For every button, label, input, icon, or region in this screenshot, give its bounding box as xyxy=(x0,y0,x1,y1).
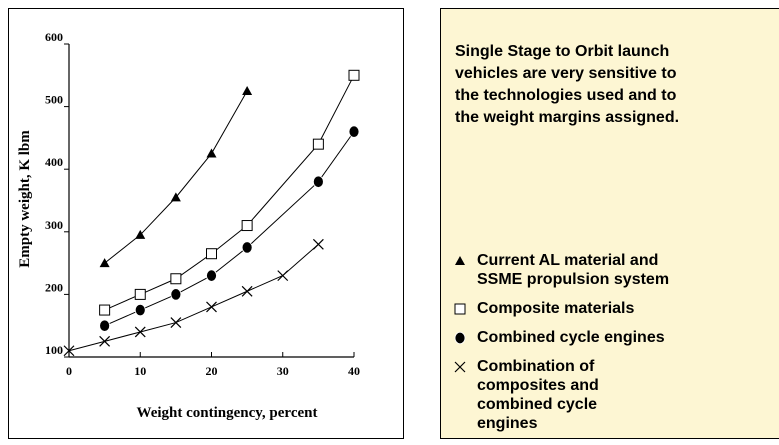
legend-label: Combined cycle engines xyxy=(477,329,665,346)
marker xyxy=(312,138,324,150)
marker xyxy=(170,273,182,285)
marker xyxy=(99,304,111,316)
annotation: Single Stage to Orbit launch vehicles ar… xyxy=(455,43,680,126)
x-tick-label: 0 xyxy=(66,364,72,378)
x-tick-label: 20 xyxy=(206,364,218,378)
legend-entry: Composite materials xyxy=(453,299,669,318)
marker xyxy=(170,192,181,202)
marker xyxy=(455,256,465,265)
x-axis-label: Weight contingency, percent xyxy=(137,405,318,421)
marker xyxy=(312,238,324,250)
legend-symbol xyxy=(454,303,466,315)
marker xyxy=(170,288,182,301)
legend-label: Composite materials xyxy=(477,300,635,317)
y-tick-label: 200 xyxy=(45,280,63,294)
legend-entry: Combination of composites and combined c… xyxy=(453,357,669,433)
marker xyxy=(99,319,111,332)
marker xyxy=(312,175,324,188)
legend-entry: Current AL material and SSME propulsion … xyxy=(453,251,669,289)
y-tick-label: 100 xyxy=(45,343,63,357)
series-line xyxy=(68,243,319,352)
marker xyxy=(134,288,146,300)
marker xyxy=(134,326,146,338)
marker xyxy=(206,148,217,158)
series-line xyxy=(104,75,355,311)
text-panel: Single Stage to Orbit launch vehicles ar… xyxy=(440,8,779,439)
marker xyxy=(454,331,466,345)
legend-symbol xyxy=(454,331,466,345)
marker xyxy=(206,269,217,282)
y-tick-label: 400 xyxy=(45,155,63,169)
series-line xyxy=(104,90,248,264)
chart: Empty weight, K lbm Weight contingency, … xyxy=(17,30,360,421)
x-tick-label: 30 xyxy=(277,364,289,378)
marker xyxy=(241,220,253,232)
marker xyxy=(242,85,253,95)
legend-label: Combination of composites and combined c… xyxy=(477,358,599,432)
legend-entry: Combined cycle engines xyxy=(453,328,669,347)
marker xyxy=(241,241,253,254)
legend-label: Current AL material and SSME propulsion … xyxy=(477,252,670,288)
marker xyxy=(99,335,111,347)
marker xyxy=(135,229,146,239)
marker xyxy=(170,317,182,328)
legend: Current AL material and SSME propulsion … xyxy=(453,251,669,438)
marker xyxy=(63,345,75,357)
y-tick-label: 500 xyxy=(45,93,63,107)
chart-frame: Empty weight, K lbm Weight contingency, … xyxy=(8,8,404,439)
legend-symbol xyxy=(454,361,466,373)
marker xyxy=(134,303,146,317)
x-tick-label: 40 xyxy=(348,364,360,378)
legend-symbol xyxy=(455,256,465,265)
marker xyxy=(277,270,289,282)
marker xyxy=(241,285,253,297)
x-tick-label: 10 xyxy=(134,364,146,378)
marker xyxy=(348,69,360,81)
marker xyxy=(206,248,217,260)
marker xyxy=(454,361,466,373)
y-axis-label: Empty weight, K lbm xyxy=(17,130,33,268)
marker xyxy=(348,125,360,138)
marker xyxy=(454,303,466,315)
y-tick-label: 600 xyxy=(45,30,63,44)
y-tick-label: 300 xyxy=(45,218,63,232)
marker xyxy=(206,301,217,313)
marker xyxy=(99,258,110,268)
